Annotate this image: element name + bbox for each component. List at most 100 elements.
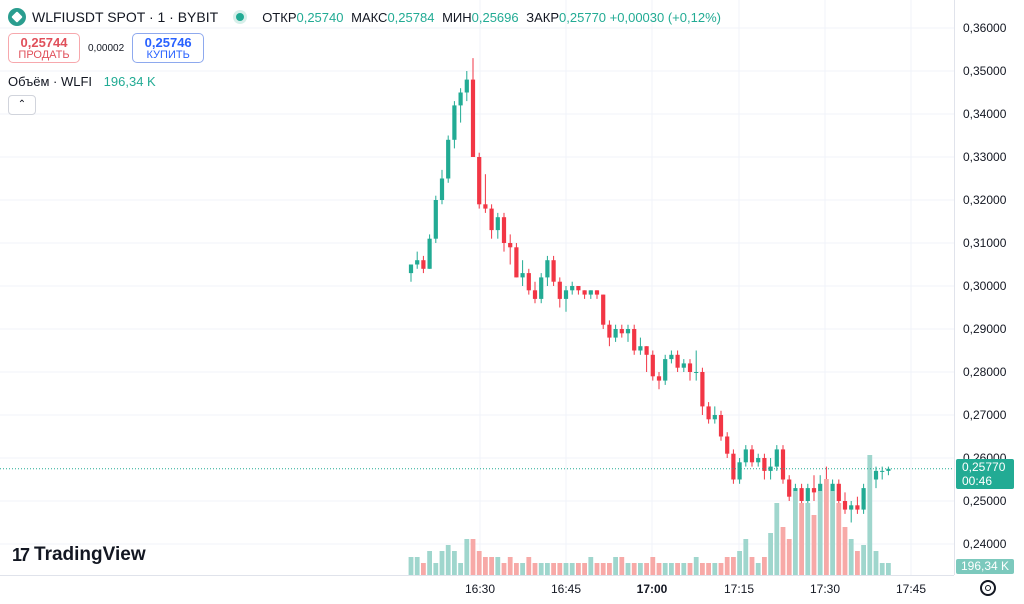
volume-bar [755, 563, 761, 575]
volume-bar [786, 539, 792, 575]
candle-body [694, 372, 699, 373]
candle-body [551, 260, 556, 282]
volume-bar [700, 563, 705, 575]
time-axis[interactable]: 16:30 16:45 17:00 17:15 17:30 17:45 [0, 575, 954, 604]
volume-bar [799, 503, 804, 575]
volume-legend[interactable]: Объём · WLFI 196,34 K [8, 74, 156, 89]
time-tick-label: 16:30 [464, 582, 496, 596]
high-label: МАКС [351, 9, 388, 25]
candle-body [601, 294, 606, 325]
buy-button[interactable]: 0,25746 КУПИТЬ [132, 33, 205, 63]
volume-bar [588, 557, 594, 575]
candle-body [780, 449, 786, 480]
price-tick-label: 0,34000 [963, 107, 1007, 121]
price-tick-label: 0,28000 [963, 365, 1007, 379]
candle-body [427, 238, 432, 269]
candle-body [489, 208, 494, 231]
candle-body [774, 449, 779, 467]
volume-bar [675, 563, 680, 575]
candle-body [508, 243, 513, 248]
sell-button[interactable]: 0,25744 ПРОДАТЬ [8, 33, 80, 63]
candle-body [439, 178, 445, 200]
volume-bar [706, 563, 711, 575]
volume-bar [538, 563, 544, 575]
volume-bar [817, 491, 823, 575]
candle-body [520, 273, 525, 278]
volume-bar [644, 563, 649, 575]
candle-body [656, 376, 662, 381]
volume-bar [662, 563, 668, 575]
market-status-icon[interactable] [236, 13, 245, 21]
volume-bar [805, 503, 811, 575]
sell-price: 0,25744 [20, 35, 68, 50]
candle-body [501, 217, 507, 243]
chart-settings-icon[interactable] [980, 580, 996, 596]
volume-bar [433, 563, 439, 575]
candle-body [495, 217, 500, 231]
symbol-title[interactable]: WLFIUSDT SPOT · 1 · BYBIT [32, 9, 219, 25]
candle-body [532, 290, 538, 299]
volume-bar [464, 539, 470, 575]
candle-body [421, 260, 426, 269]
candle-body [836, 483, 841, 501]
candle-body [446, 139, 451, 179]
candle-body [607, 324, 612, 338]
price-tick-label: 0,36000 [963, 21, 1007, 35]
volume-legend-value: 196,34 K [103, 74, 156, 89]
chart-pane[interactable] [0, 0, 954, 575]
candle-body [725, 436, 730, 454]
tradingview-logo[interactable]: 17 TradingView [12, 544, 146, 566]
volume-bar [830, 491, 835, 575]
volume-bar [408, 557, 414, 575]
volume-bar [600, 563, 606, 575]
volume-bar [607, 563, 612, 575]
volume-bar [569, 563, 575, 575]
candlestick-chart[interactable] [0, 0, 954, 575]
high-value: 0,25784 [387, 9, 435, 25]
candle-body [706, 406, 711, 420]
candle-body [799, 488, 804, 501]
candle-body [749, 449, 755, 463]
volume-bar [749, 557, 755, 575]
candle-body [632, 329, 637, 351]
price-tick-label: 0,31000 [963, 236, 1007, 250]
open-label: ОТКР [262, 9, 297, 25]
volume-bar [737, 551, 742, 575]
volume-bar [507, 557, 513, 575]
price-tick-label: 0,32000 [963, 193, 1007, 207]
volume-bar [873, 551, 879, 575]
candle-body [408, 264, 414, 274]
price-tick-label: 0,25000 [963, 494, 1007, 508]
volume-bar [625, 563, 631, 575]
candle-body [588, 290, 593, 295]
candle-body [452, 105, 457, 140]
spread-value: 0,00002 [88, 42, 125, 54]
candle-body [842, 501, 848, 510]
candle-body [613, 329, 618, 338]
volume-bar [656, 563, 662, 575]
candle-body [880, 470, 885, 472]
candle-body [762, 458, 767, 471]
candle-body [737, 462, 742, 480]
close-value: 0,25770 [559, 9, 607, 25]
candle-body [756, 458, 761, 463]
bar-countdown: 00:46 [962, 474, 993, 488]
collapse-legend-button[interactable]: ⌃ [8, 95, 36, 115]
candle-body [644, 346, 649, 355]
candle-body [818, 483, 823, 493]
change-value: +0,00030 (+0,12%) [609, 9, 721, 25]
candle-body [638, 346, 643, 351]
volume-bar [836, 503, 842, 575]
candle-body [743, 449, 748, 463]
volume-bar [631, 563, 637, 575]
volume-bar [483, 557, 488, 575]
volume-bar [693, 557, 699, 575]
volume-bar [762, 557, 767, 575]
volume-bar [495, 557, 501, 575]
tradingview-logo-text: TradingView [34, 544, 146, 565]
time-tick-label: 17:15 [723, 582, 755, 596]
candle-body [650, 354, 655, 377]
candle-body [687, 363, 693, 372]
candle-body [681, 363, 686, 368]
volume-bar [458, 563, 463, 575]
